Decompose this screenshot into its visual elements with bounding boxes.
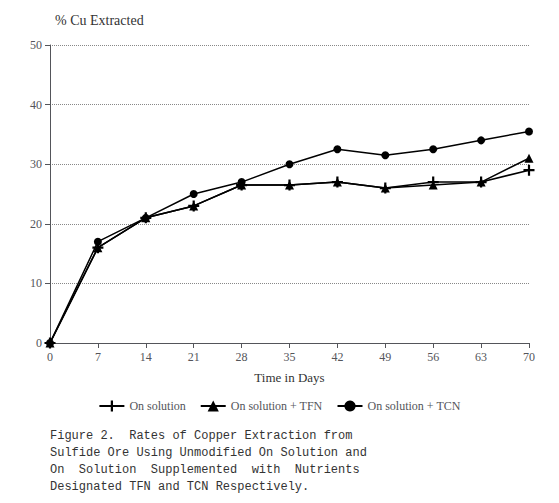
svg-text:On solution + TCN: On solution + TCN <box>368 399 461 413</box>
svg-text:On Solution Supplemented wi: On Solution Supplemented with Nutrients <box>50 463 360 477</box>
svg-text:20: 20 <box>30 217 42 231</box>
svg-text:21: 21 <box>188 350 200 364</box>
svg-text:56: 56 <box>427 350 439 364</box>
svg-text:42: 42 <box>331 350 343 364</box>
svg-text:On solution + TFN: On solution + TFN <box>231 399 323 413</box>
svg-text:14: 14 <box>140 350 152 364</box>
svg-text:% Cu Extracted: % Cu Extracted <box>55 13 144 28</box>
svg-text:63: 63 <box>475 350 487 364</box>
svg-text:10: 10 <box>30 276 42 290</box>
svg-text:30: 30 <box>30 157 42 171</box>
svg-text:0: 0 <box>36 336 42 350</box>
svg-text:35: 35 <box>284 350 296 364</box>
svg-text:Time in Days: Time in Days <box>254 370 324 385</box>
svg-text:49: 49 <box>379 350 391 364</box>
svg-text:Sulfide Ore Using Unmodified O: Sulfide Ore Using Unmodified On Solution… <box>50 446 367 460</box>
svg-text:On solution: On solution <box>129 399 185 413</box>
svg-text:Figure 2. Rates of Copper Ext: Figure 2. Rates of Copper Extraction fro… <box>50 429 352 443</box>
svg-text:Designated TFN and TCN Respect: Designated TFN and TCN Respectively. <box>50 480 309 494</box>
svg-text:7: 7 <box>95 350 101 364</box>
svg-text:0: 0 <box>47 350 53 364</box>
svg-text:40: 40 <box>30 98 42 112</box>
svg-text:70: 70 <box>523 350 535 364</box>
svg-text:28: 28 <box>236 350 248 364</box>
svg-text:50: 50 <box>30 38 42 52</box>
